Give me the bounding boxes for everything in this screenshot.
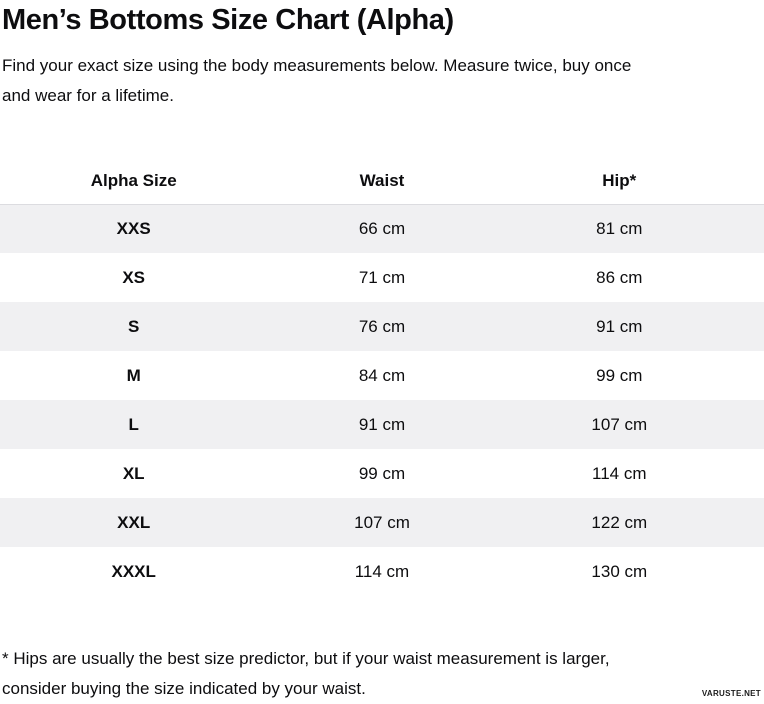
size-cell: S bbox=[128, 316, 140, 336]
size-chart-body: XXS 66 cm 81 cm XS 71 cm 86 cm S 76 cm 9… bbox=[0, 203, 764, 596]
column-header-waist: Waist bbox=[359, 170, 405, 190]
table-row: S 76 cm 91 cm bbox=[0, 302, 764, 351]
table-row: XL 99 cm 114 cm bbox=[0, 449, 764, 498]
hip-cell: 114 cm bbox=[592, 463, 647, 483]
size-cell: XXL bbox=[117, 512, 151, 532]
hip-cell: 99 cm bbox=[596, 365, 643, 385]
size-cell: XL bbox=[122, 463, 145, 483]
hip-cell: 122 cm bbox=[591, 512, 648, 532]
hip-cell: 86 cm bbox=[596, 267, 643, 287]
size-cell: XS bbox=[122, 267, 146, 287]
waist-cell: 107 cm bbox=[354, 512, 410, 532]
column-header-hip: Hip* bbox=[602, 170, 637, 190]
column-header-alpha-size: Alpha Size bbox=[90, 170, 177, 190]
footnote-line-2: consider buying the size indicated by yo… bbox=[2, 679, 366, 698]
table-row: XS 71 cm 86 cm bbox=[0, 253, 764, 302]
table-row: M 84 cm 99 cm bbox=[0, 351, 764, 400]
table-row: XXXL 114 cm 130 cm bbox=[0, 547, 764, 596]
table-row: XXL 107 cm 122 cm bbox=[0, 498, 764, 547]
waist-cell: 71 cm bbox=[358, 267, 406, 287]
waist-cell: 91 cm bbox=[358, 414, 406, 434]
size-cell: XXXL bbox=[111, 561, 156, 581]
footnote: * Hips are usually the best size predict… bbox=[0, 644, 764, 704]
page-title: Men’s Bottoms Size Chart (Alpha) bbox=[2, 4, 454, 36]
waist-cell: 76 cm bbox=[358, 316, 406, 336]
subtitle-line-1: Find your exact size using the body meas… bbox=[2, 56, 632, 75]
waist-cell: 99 cm bbox=[358, 463, 406, 483]
size-cell: XXS bbox=[0, 203, 268, 253]
hip-cell: 81 cm bbox=[496, 203, 764, 253]
table-row: XXS 66 cm 81 cm bbox=[0, 203, 764, 253]
hip-cell: 91 cm bbox=[596, 316, 643, 336]
waist-cell: 114 cm bbox=[354, 561, 410, 581]
header-row: Alpha Size Waist Hip* bbox=[0, 158, 764, 204]
size-cell: L bbox=[128, 414, 139, 434]
footnote-line-1: * Hips are usually the best size predict… bbox=[2, 649, 610, 668]
size-chart-table: Alpha Size Waist Hip* XXS 66 cm 81 cm XS… bbox=[0, 158, 764, 596]
waist-cell: 84 cm bbox=[358, 365, 406, 385]
waist-cell: 66 cm bbox=[267, 203, 497, 253]
watermark: VARUSTE.NET bbox=[701, 689, 761, 698]
page-subtitle: Find your exact size using the body meas… bbox=[0, 51, 764, 111]
hip-cell: 130 cm bbox=[591, 561, 648, 581]
table-row: L 91 cm 107 cm bbox=[0, 400, 764, 449]
subtitle-line-2: and wear for a lifetime. bbox=[2, 86, 174, 105]
hip-cell: 107 cm bbox=[591, 414, 648, 434]
size-cell: M bbox=[126, 365, 141, 385]
